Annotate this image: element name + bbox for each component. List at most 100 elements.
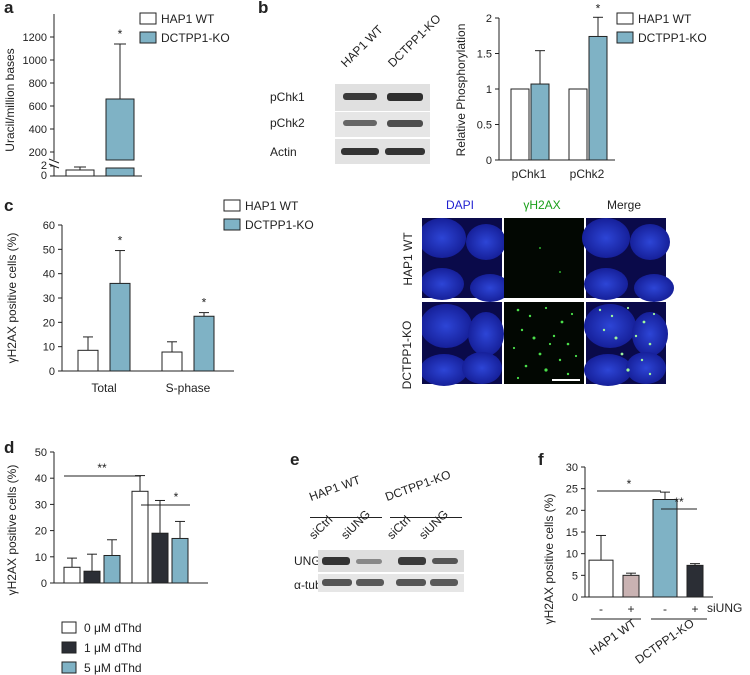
- bar-d: [171, 537, 189, 584]
- significance: **: [674, 495, 684, 509]
- blot-b-row-label: pChk1: [270, 90, 305, 104]
- blot-e-group-label: DCTPP1-KO: [383, 467, 453, 504]
- legend-swatch-wt: [223, 199, 241, 212]
- blot-e-lane-label: siUNG: [338, 507, 373, 542]
- chart-b-ylabel: Relative Phosphorylation: [454, 24, 468, 157]
- micro-col-label: Merge: [606, 198, 641, 212]
- chart-f-bars: [588, 491, 704, 598]
- tick-label: 10: [35, 552, 47, 564]
- blot-b: HAP1 WT DCTPP1-KO pChk1 pChk2 Actin: [270, 0, 444, 175]
- tick-label: 30: [566, 462, 578, 474]
- blot-b-strip: [335, 84, 430, 111]
- condition-sign: +: [627, 602, 634, 616]
- chart-f-signs: - + - +: [599, 602, 699, 616]
- micro-dapi-ko: [422, 302, 504, 386]
- tick-label: 25: [566, 484, 578, 496]
- chart-d-ticks: 0 10 20 30 40 50: [35, 447, 54, 590]
- chart-c-cat-label: S-phase: [166, 381, 211, 395]
- chart-c-cat-label: Total: [91, 381, 116, 395]
- blot-e-lane-label: siUNG: [416, 507, 451, 542]
- legend-label-wt: HAP1 WT: [161, 12, 215, 26]
- tick-label: 200: [29, 147, 47, 159]
- bar-ko: [109, 282, 131, 372]
- tick-label: 10: [566, 549, 578, 561]
- chart-f-ylabel: γH2AX positive cells (%): [542, 494, 556, 625]
- tick-label: 20: [35, 526, 47, 538]
- bar-wt: [161, 351, 183, 372]
- tick-label: 600: [29, 101, 47, 113]
- condition-sign: -: [599, 602, 603, 616]
- bar-a-wt: [65, 169, 95, 177]
- tick-label: 30: [35, 499, 47, 511]
- legend-swatch-ko: [223, 218, 241, 231]
- bar-wt: [77, 349, 99, 372]
- blot-e-group-line: [310, 517, 382, 518]
- micro-panel: DAPI γH2AX Merge HAP1 WT DCTPP1-KO: [388, 196, 750, 436]
- tick-label: 2: [486, 13, 492, 25]
- bar-d: [83, 570, 101, 584]
- tick-label: 2: [41, 160, 47, 172]
- micro-row-label: HAP1 WT: [401, 232, 415, 286]
- legend-swatch-1: [61, 641, 77, 654]
- tick-label: 40: [35, 473, 47, 485]
- legend-swatch-2: [61, 661, 77, 674]
- chart-c-bars: **: [77, 234, 215, 372]
- legend-label-wt: HAP1 WT: [245, 199, 299, 213]
- tick-label: 5: [572, 570, 578, 582]
- panel-d-letter: d: [4, 438, 15, 457]
- tick-label: 0: [49, 366, 55, 378]
- chart-c: γH2AX positive cells (%) 0 10 20 30 40 50 60 *…: [5, 199, 314, 395]
- chart-c-ylabel: γH2AX positive cells (%): [5, 233, 19, 364]
- micro-col-label: DAPI: [445, 198, 474, 212]
- legend-swatch-ko: [616, 31, 634, 44]
- chart-c-ticks: 0 10 20 30 40 50 60: [43, 220, 62, 378]
- micro-merge-wt: [582, 218, 674, 302]
- micro-h2ax-wt: [504, 218, 584, 298]
- panel-f-letter: f: [538, 450, 544, 469]
- blot-e-group-line: [390, 517, 462, 518]
- bar-f: [686, 564, 704, 598]
- legend-label-ko: DCTPP1-KO: [161, 31, 230, 45]
- panel-e-letter: e: [290, 450, 300, 469]
- micro-dapi-wt: [422, 218, 510, 302]
- micro-grid: [422, 218, 674, 386]
- bar-ko: [530, 83, 550, 161]
- tick-label: 1000: [23, 55, 47, 67]
- blot-b-strip: [335, 112, 430, 137]
- tick-label: 0: [41, 170, 47, 182]
- micro-merge-ko: [584, 302, 668, 386]
- blot-e-row-label: UNG: [294, 554, 321, 568]
- micro-h2ax-ko: [504, 302, 584, 384]
- panel-b-letter: b: [258, 0, 269, 17]
- tick-label: 40: [43, 269, 55, 281]
- tick-label: 50: [35, 447, 47, 459]
- bar-f: [588, 559, 614, 598]
- chart-b-ticks: 0 0.5 1 1.5 2: [477, 13, 499, 167]
- chart-f-ticks: 0 5 10 15 20 25 30: [566, 462, 585, 604]
- significance: *: [596, 1, 601, 15]
- tick-label: 30: [43, 293, 55, 305]
- tick-label: 0.5: [477, 120, 492, 132]
- legend-swatch-wt: [139, 12, 157, 25]
- tick-label: 0: [486, 155, 492, 167]
- blot-b-col-label: DCTPP1-KO: [385, 11, 444, 70]
- condition-sign: -: [663, 602, 667, 616]
- tick-label: 0: [41, 578, 47, 590]
- legend-label-wt: HAP1 WT: [638, 12, 692, 26]
- condition-sign: +: [691, 602, 698, 616]
- panel-a-letter: a: [4, 0, 14, 17]
- bar-wt: [510, 88, 530, 161]
- tick-label: 0: [572, 592, 578, 604]
- micro-col-label: γH2AX: [523, 198, 561, 212]
- micro-row-label: DCTPP1-KO: [400, 320, 414, 390]
- blot-e-strip: [318, 550, 464, 572]
- blot-b-col-label: HAP1 WT: [338, 22, 386, 71]
- significance: *: [202, 296, 207, 310]
- panel-c-letter: c: [4, 196, 14, 215]
- bar-ko: [193, 315, 215, 372]
- tick-label: 400: [29, 124, 47, 136]
- tick-label: 15: [566, 527, 578, 539]
- bar-f: [652, 499, 678, 598]
